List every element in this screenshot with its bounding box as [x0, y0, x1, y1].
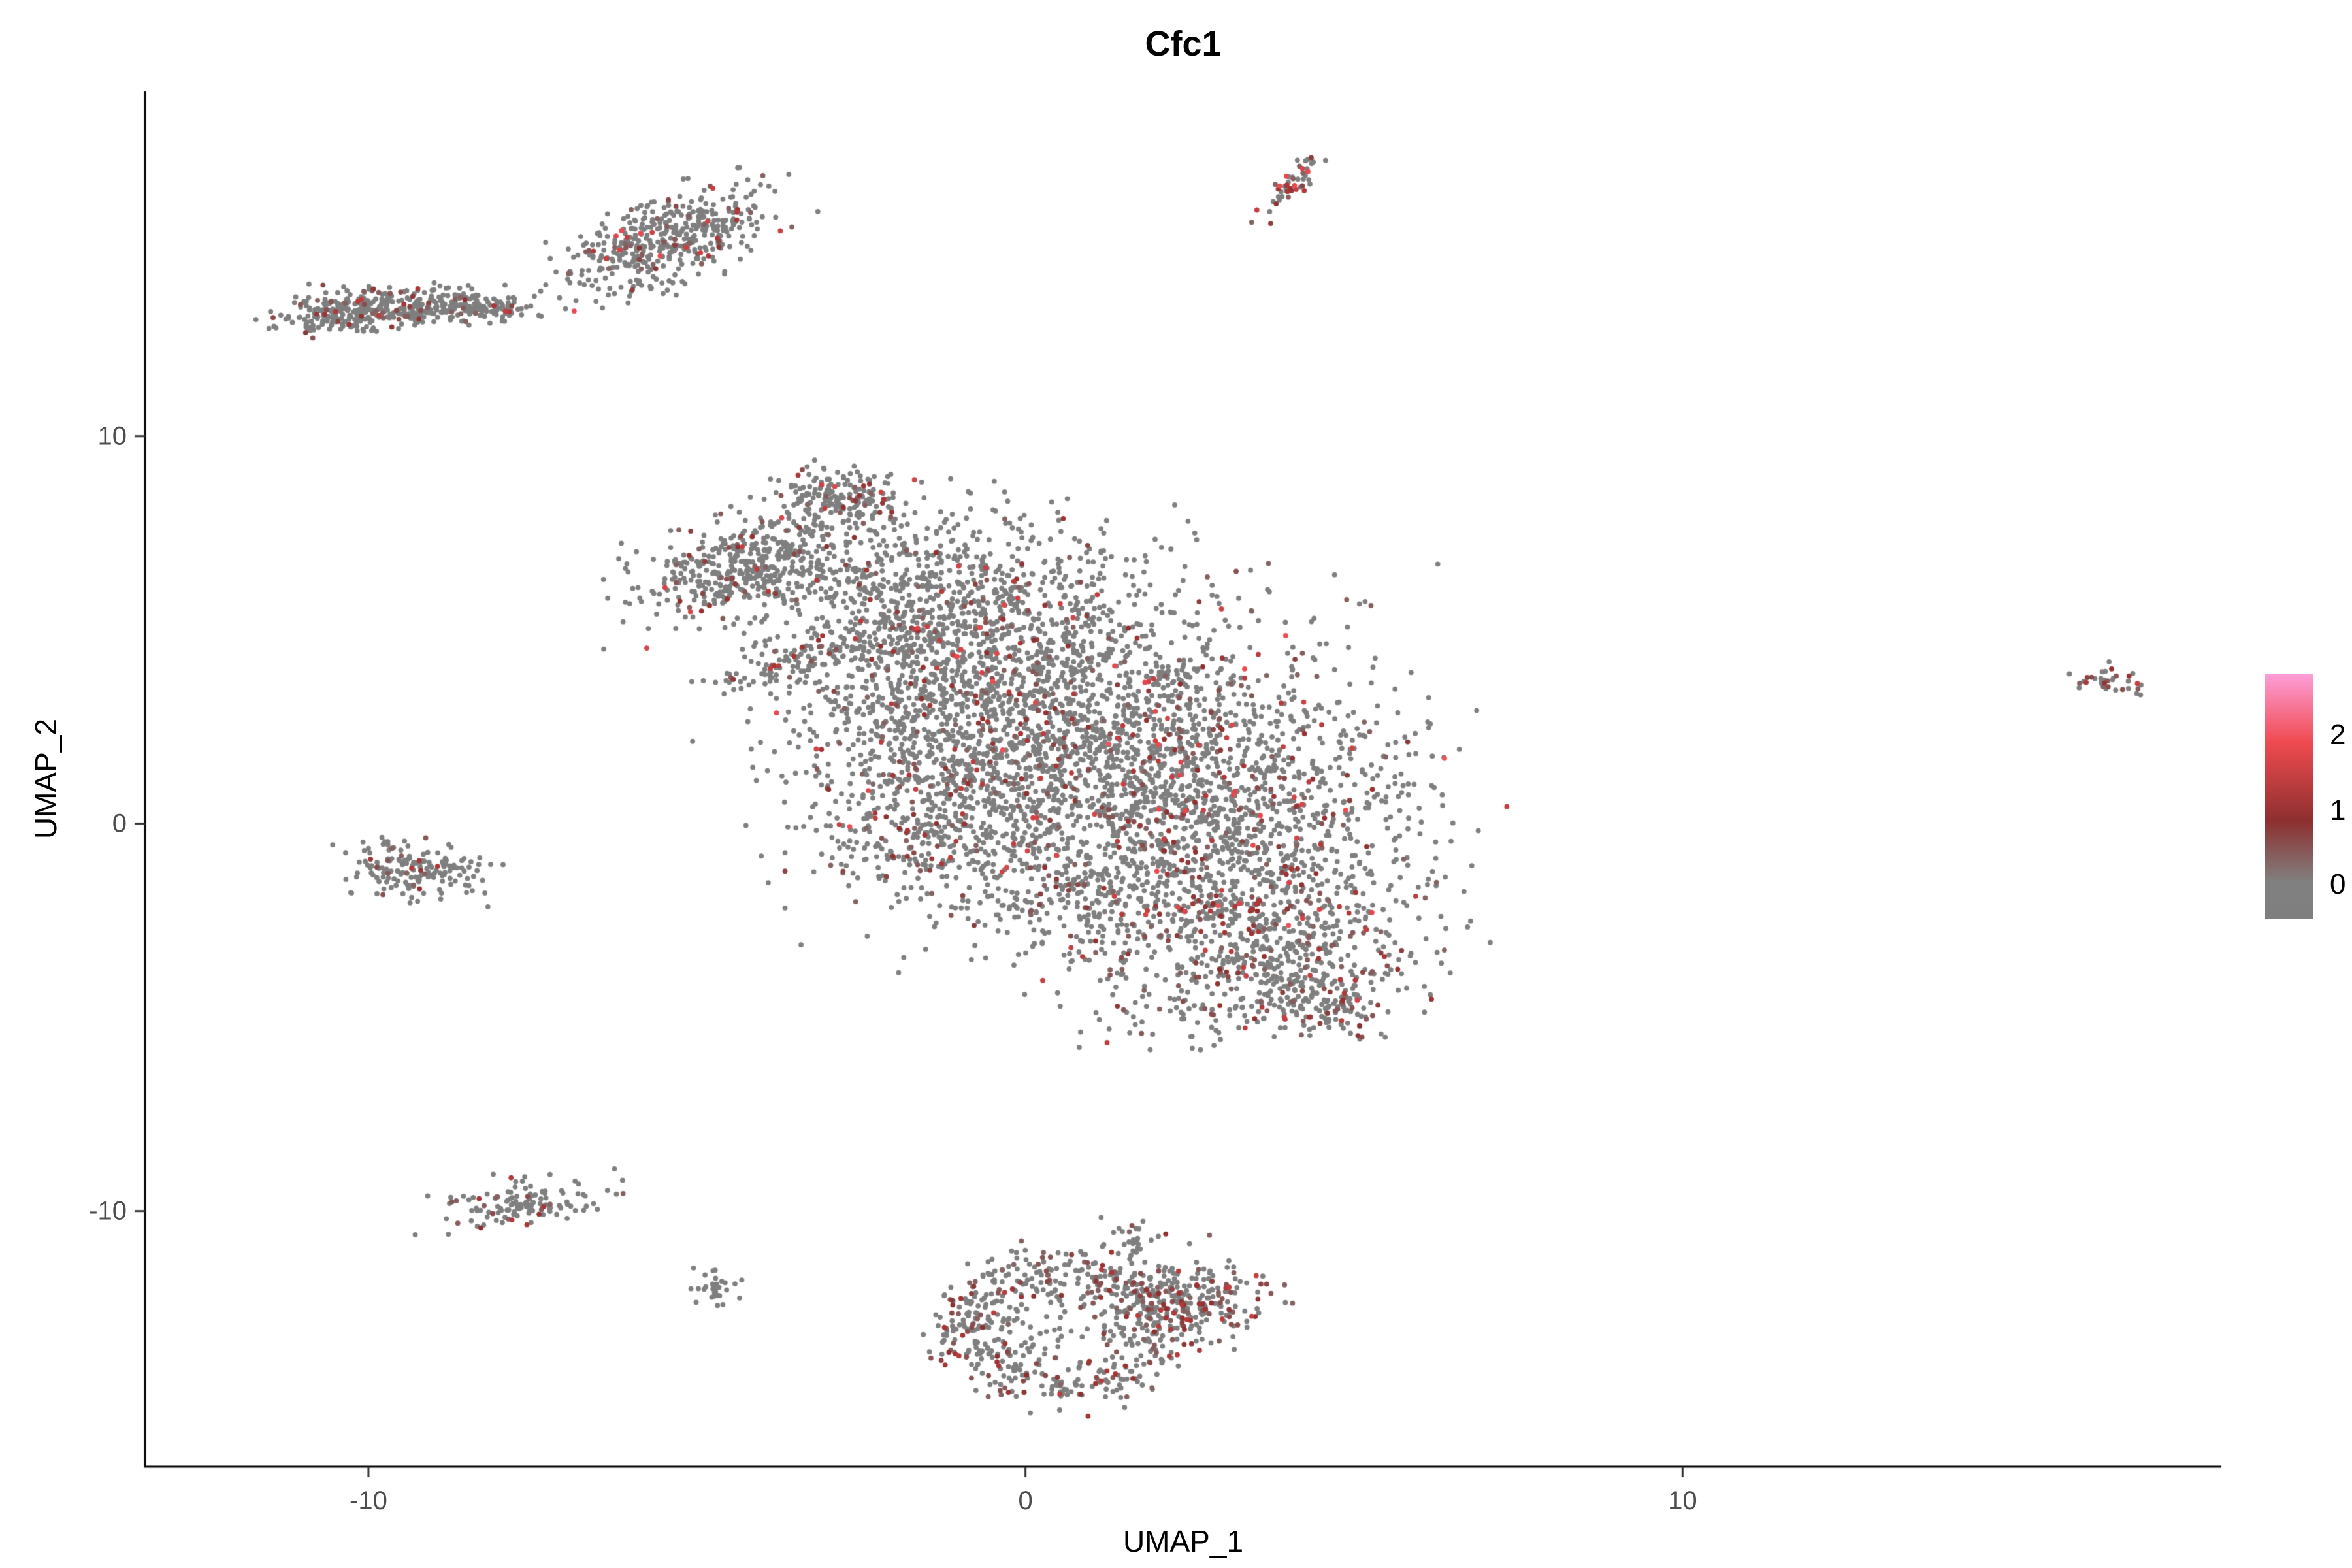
y-axis-title: UMAP_2 [29, 718, 63, 840]
x-axis-title: UMAP_1 [1122, 1524, 1244, 1558]
x-tick-label: -10 [350, 1486, 387, 1515]
y-tick-label: -10 [89, 1196, 127, 1226]
plot-title: Cfc1 [1145, 24, 1222, 63]
y-tick-label: 10 [97, 421, 127, 451]
x-tick-label: 10 [1668, 1486, 1697, 1515]
y-tick-label: 0 [112, 809, 127, 838]
x-tick-label: 0 [1018, 1486, 1033, 1515]
